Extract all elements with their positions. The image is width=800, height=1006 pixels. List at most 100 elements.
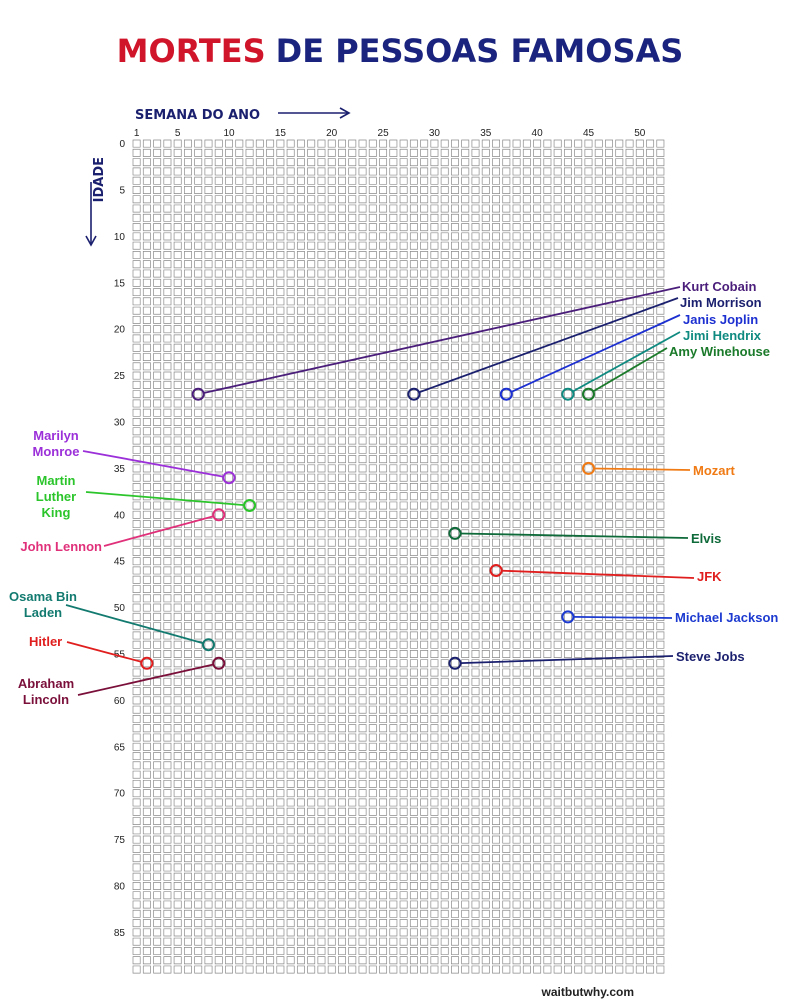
marker-jfk: JFK <box>489 564 722 584</box>
leader-line <box>572 331 681 393</box>
week-grid <box>132 139 665 974</box>
y-tick-label: 5 <box>119 186 125 197</box>
leader-line <box>203 286 681 394</box>
marker-jimi-hendrix: Jimi Hendrix <box>561 328 762 401</box>
y-tick-label: 70 <box>114 789 126 800</box>
death-point <box>212 508 226 522</box>
y-tick-label: 45 <box>114 557 126 568</box>
marker-janis-joplin: Janis Joplin <box>499 312 758 401</box>
person-label: Steve Jobs <box>676 649 745 664</box>
person-label: Martin Luther King <box>36 473 76 520</box>
death-point <box>212 656 226 670</box>
leader-line <box>82 450 224 478</box>
chart-title-part1: MORTES <box>117 32 266 70</box>
person-label: JFK <box>697 569 722 584</box>
x-tick-label: 20 <box>326 128 338 139</box>
leader-line <box>418 297 679 394</box>
leader-line <box>103 515 214 547</box>
x-tick-label: 1 <box>134 128 140 139</box>
death-point <box>499 387 513 401</box>
x-axis-arrow <box>278 107 351 119</box>
marker-john-lennon: John Lennon <box>20 508 226 554</box>
x-axis-title: SEMANA DO ANO <box>135 108 260 123</box>
person-label: Hitler <box>29 634 62 649</box>
death-point <box>561 387 575 401</box>
marker-martin-luther-king: Martin Luther King <box>36 473 257 520</box>
x-tick-label: 5 <box>175 128 181 139</box>
y-tick-label: 40 <box>114 510 126 521</box>
marker-amy-winehouse: Amy Winehouse <box>582 344 770 401</box>
y-axis-title: IDADE <box>92 157 107 202</box>
person-label: Amy Winehouse <box>669 344 770 359</box>
person-label: Kurt Cobain <box>682 279 756 294</box>
death-point <box>582 461 595 475</box>
death-point <box>191 387 205 401</box>
marker-steve-jobs: Steve Jobs <box>448 649 745 670</box>
y-tick-labels: 0 5 10 15 20 25 30 35 40 45 50 55 60 65 70 75 80 85 <box>114 139 126 939</box>
leader-line <box>460 655 674 664</box>
marker-hitler: Hitler <box>29 634 154 670</box>
death-point <box>489 564 503 577</box>
x-tick-label: 25 <box>378 128 390 139</box>
x-tick-label: 30 <box>429 128 441 139</box>
y-tick-label: 10 <box>114 232 126 243</box>
x-tick-label: 45 <box>583 128 595 139</box>
grid-boxes <box>132 139 665 974</box>
death-point <box>202 638 215 652</box>
x-tick-label: 15 <box>275 128 287 139</box>
marker-osama-bin-laden: Osama Bin Laden <box>9 589 215 652</box>
x-tick-label: 35 <box>480 128 492 139</box>
person-label: Michael Jackson <box>675 610 778 625</box>
leader-line <box>510 314 681 393</box>
person-label: Osama Bin Laden <box>9 589 77 620</box>
death-point <box>448 526 462 540</box>
marker-abraham-lincoln: Abraham Lincoln <box>18 656 226 707</box>
death-point <box>448 656 462 670</box>
leader-line <box>65 604 204 645</box>
y-tick-label: 30 <box>114 418 126 429</box>
x-tick-label: 50 <box>634 128 646 139</box>
death-point <box>222 471 236 485</box>
marker-michael-jackson: Michael Jackson <box>561 610 778 625</box>
person-label: Mozart <box>693 463 736 478</box>
y-tick-label: 65 <box>114 742 126 753</box>
y-tick-label: 15 <box>114 278 126 289</box>
death-point <box>407 387 421 401</box>
x-tick-label: 40 <box>532 128 544 139</box>
y-tick-label: 35 <box>114 464 126 475</box>
marker-jim-morrison: Jim Morrison <box>407 295 762 401</box>
person-label: Jimi Hendrix <box>683 328 762 343</box>
person-label: Elvis <box>691 531 721 546</box>
leader-line <box>460 532 689 539</box>
chart-title: MORTES DE PESSOAS FAMOSAS <box>117 32 684 70</box>
leader-line <box>592 347 668 393</box>
death-point <box>582 387 595 401</box>
person-label: Abraham Lincoln <box>18 676 74 707</box>
marker-kurt-cobain: Kurt Cobain <box>191 279 756 401</box>
marker-marilyn-monroe: Marilyn Monroe <box>33 428 236 485</box>
y-axis-arrow <box>85 182 97 247</box>
y-tick-label: 80 <box>114 882 126 893</box>
y-tick-label: 0 <box>119 139 125 150</box>
x-tick-labels: 1 5 10 15 20 25 30 35 40 45 50 <box>134 128 646 139</box>
credit-text: waitbutwhy.com <box>541 985 634 999</box>
y-tick-label: 25 <box>114 371 126 382</box>
leader-line <box>501 569 695 579</box>
y-tick-label: 75 <box>114 835 126 846</box>
death-point <box>243 499 257 512</box>
leader-line <box>593 467 691 471</box>
y-tick-label: 85 <box>114 928 126 939</box>
person-label: Janis Joplin <box>683 312 758 327</box>
y-tick-label: 50 <box>114 603 126 614</box>
x-tick-label: 10 <box>223 128 235 139</box>
leader-line <box>77 663 214 696</box>
y-tick-label: 60 <box>114 696 126 707</box>
death-point <box>561 610 575 624</box>
person-label: Jim Morrison <box>680 295 762 310</box>
death-point <box>140 656 154 670</box>
person-label: Marilyn Monroe <box>33 428 80 459</box>
y-tick-label: 20 <box>114 325 126 336</box>
chart-title-part2: DE PESSOAS FAMOSAS <box>276 32 684 70</box>
